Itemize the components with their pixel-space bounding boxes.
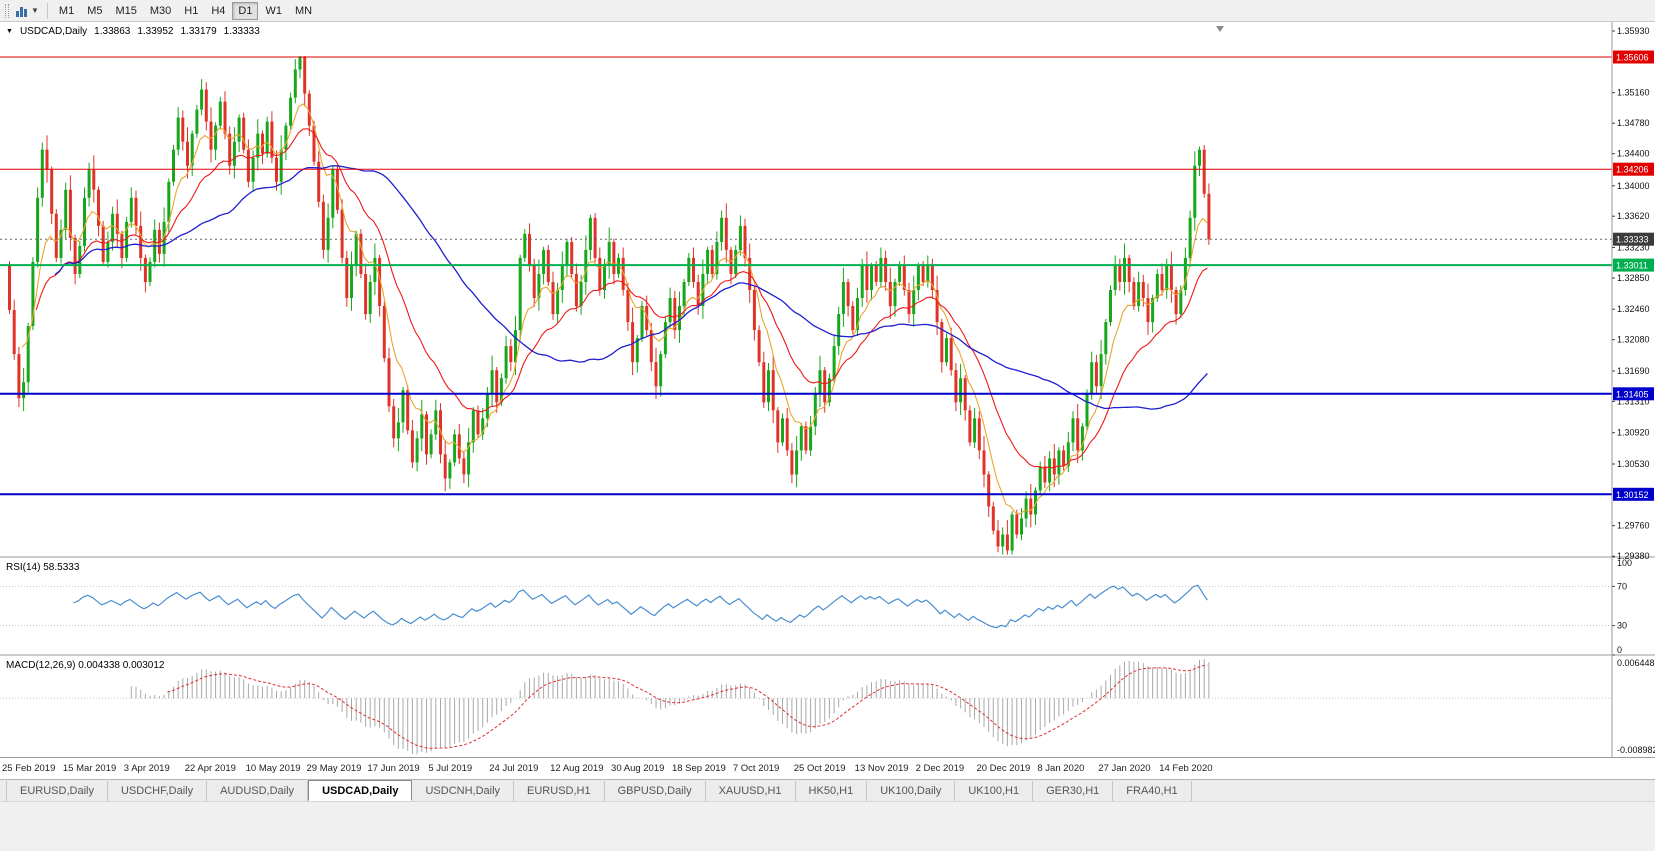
svg-text:1.30530: 1.30530 [1617, 459, 1650, 469]
timeframe-toolbar: ▼ M1 M5 M15 M30 H1 H4 D1 W1 MN [0, 0, 1655, 22]
chart-tab-xauusd-h1[interactable]: XAUUSD,H1 [706, 781, 796, 801]
svg-text:1.32850: 1.32850 [1617, 273, 1650, 283]
time-axis-label: 25 Oct 2019 [793, 763, 846, 774]
chart-tab-uk100-daily[interactable]: UK100,Daily [867, 781, 956, 801]
candle-bodies [8, 57, 1211, 551]
svg-text:1.32080: 1.32080 [1617, 335, 1650, 345]
svg-text:1.31310: 1.31310 [1617, 396, 1650, 406]
macd-signal-line [167, 664, 1208, 749]
chart-tab-bar: EURUSD,Daily USDCHF,Daily AUDUSD,Daily USDC… [0, 779, 1655, 801]
time-axis-label: 12 Aug 2019 [550, 763, 604, 774]
svg-text:1.34780: 1.34780 [1617, 118, 1650, 128]
svg-text:1.31690: 1.31690 [1617, 366, 1650, 376]
time-axis-label: 10 May 2019 [245, 763, 301, 774]
time-axis-label: 7 Oct 2019 [732, 763, 780, 774]
time-axis-label: 27 Jan 2020 [1098, 763, 1151, 774]
time-axis-label: 3 Apr 2019 [123, 763, 170, 774]
chart-tab-usdcad-daily[interactable]: USDCAD,Daily [308, 780, 413, 801]
svg-text:1.34206: 1.34206 [1616, 165, 1649, 175]
svg-text:1.29760: 1.29760 [1617, 521, 1650, 531]
time-axis-label: 18 Sep 2019 [671, 763, 726, 774]
time-axis[interactable]: 25 Feb 2019 15 Mar 2019 3 Apr 2019 22 Apr 2… [0, 757, 1655, 779]
symbol-name: USDCAD,Daily [19, 26, 88, 37]
ohlc-high: 1.33952 [137, 26, 174, 37]
timeframe-button-m5[interactable]: M5 [87, 4, 103, 17]
svg-text:1.33011: 1.33011 [1616, 261, 1648, 271]
timeframe-button-h4[interactable]: H4 [211, 4, 226, 17]
timeframe-button-h1[interactable]: H1 [184, 4, 199, 17]
dropdown-caret-icon[interactable]: ▼ [31, 6, 39, 15]
svg-text:1.33333: 1.33333 [1616, 235, 1649, 245]
svg-text:1.33620: 1.33620 [1617, 211, 1650, 221]
chart-tab-eurusd-daily[interactable]: EURUSD,Daily [6, 781, 108, 801]
timeframe-button-m15[interactable]: M15 [115, 4, 137, 17]
svg-text:0.006448: 0.006448 [1617, 658, 1655, 668]
macd-label: MACD(12,26,9) 0.004338 0.003012 [6, 660, 165, 671]
time-axis-label: 13 Nov 2019 [854, 763, 909, 774]
svg-text:100: 100 [1617, 558, 1632, 568]
chart-svg[interactable]: RSI(14) 58.5333 100 70 30 0 MACD(12,26,9) 0.0… [0, 22, 1655, 757]
chart-tab-usdcnh-daily[interactable]: USDCNH,Daily [412, 781, 515, 801]
svg-text:1.32460: 1.32460 [1617, 304, 1650, 314]
timeframe-button-w1[interactable]: W1 [265, 4, 282, 17]
svg-text:1.35160: 1.35160 [1617, 88, 1650, 98]
time-axis-label: 5 Jul 2019 [428, 763, 473, 774]
ma-mid-line [35, 128, 1208, 469]
ohlc-open: 1.33863 [94, 26, 131, 37]
rsi-line [73, 584, 1208, 629]
toolbar-grip[interactable] [5, 3, 9, 18]
svg-text:30: 30 [1617, 621, 1627, 631]
rsi-label: RSI(14) 58.5333 [6, 562, 80, 573]
svg-text:-0.008982: -0.008982 [1617, 745, 1655, 755]
timeframe-buttons: M1 M5 M15 M30 H1 H4 D1 W1 MN [53, 1, 318, 20]
svg-text:1.31405: 1.31405 [1616, 389, 1649, 399]
chart-tab-gbpusd-daily[interactable]: GBPUSD,Daily [605, 781, 706, 801]
time-axis-label: 2 Dec 2019 [915, 763, 965, 774]
timeframe-button-m30[interactable]: M30 [149, 4, 172, 17]
time-axis-label: 22 Apr 2019 [184, 763, 236, 774]
chart-shift-marker[interactable] [1216, 26, 1224, 32]
svg-text:70: 70 [1617, 581, 1627, 591]
chart-tab-eurusd-h1[interactable]: EURUSD,H1 [514, 781, 605, 801]
chart-tab-hk50-h1[interactable]: HK50,H1 [796, 781, 868, 801]
svg-text:1.29380: 1.29380 [1617, 551, 1650, 561]
time-axis-label: 29 May 2019 [306, 763, 362, 774]
status-strip [0, 801, 1655, 851]
chart-area[interactable]: RSI(14) 58.5333 100 70 30 0 MACD(12,26,9) 0.0… [0, 22, 1655, 757]
timeframe-button-m1[interactable]: M1 [58, 4, 75, 17]
chart-periods-icon[interactable] [14, 3, 30, 19]
ma-slow-line [54, 165, 1208, 410]
chart-tab-usdchf-daily[interactable]: USDCHF,Daily [108, 781, 208, 801]
time-axis-label: 20 Dec 2019 [976, 763, 1031, 774]
ohlc-low: 1.33179 [180, 26, 217, 37]
svg-text:0: 0 [1617, 645, 1622, 655]
time-axis-label: 15 Mar 2019 [62, 763, 117, 774]
svg-text:1.34000: 1.34000 [1617, 181, 1650, 191]
svg-text:1.30920: 1.30920 [1617, 428, 1650, 438]
chart-tab-fra40-h1[interactable]: FRA40,H1 [1113, 781, 1192, 801]
svg-text:1.30152: 1.30152 [1616, 490, 1649, 500]
chart-tab-audusd-daily[interactable]: AUDUSD,Daily [207, 781, 309, 801]
svg-text:1.35930: 1.35930 [1617, 26, 1650, 36]
chart-tab-ger30-h1[interactable]: GER30,H1 [1033, 781, 1114, 801]
svg-text:1.33230: 1.33230 [1617, 243, 1650, 253]
symbol-ohlc-header: ▼ USDCAD,Daily 1.33863 1.33952 1.33179 1… [6, 26, 260, 37]
time-axis-label: 24 Jul 2019 [489, 763, 539, 774]
macd-histogram [130, 659, 1210, 755]
ma-fast-line [21, 103, 1208, 515]
timeframe-button-mn[interactable]: MN [294, 4, 313, 17]
chart-tab-uk100-h1[interactable]: UK100,H1 [955, 781, 1034, 801]
time-axis-label: 8 Jan 2020 [1037, 763, 1085, 774]
toolbar-separator [46, 2, 48, 19]
timeframe-button-d1[interactable]: D1 [232, 1, 259, 20]
ohlc-close: 1.33333 [223, 26, 260, 37]
time-axis-label: 17 Jun 2019 [367, 763, 420, 774]
svg-text:1.35606: 1.35606 [1616, 53, 1649, 63]
time-axis-label: 25 Feb 2019 [2, 763, 56, 774]
symbol-caret-icon[interactable]: ▼ [6, 28, 13, 35]
time-axis-label: 30 Aug 2019 [611, 763, 665, 774]
time-axis-label: 14 Feb 2020 [1159, 763, 1213, 774]
svg-text:1.34400: 1.34400 [1617, 149, 1650, 159]
